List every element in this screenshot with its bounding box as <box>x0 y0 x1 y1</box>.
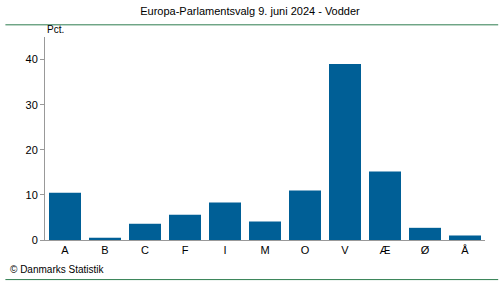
svg-text:M: M <box>260 244 269 256</box>
svg-text:Europa-Parlamentsvalg 9. juni: Europa-Parlamentsvalg 9. juni 2024 - Vod… <box>140 5 360 17</box>
svg-text:Æ: Æ <box>380 244 391 256</box>
svg-text:30: 30 <box>26 99 38 111</box>
svg-text:20: 20 <box>26 144 38 156</box>
svg-text:Ø: Ø <box>421 244 430 256</box>
svg-text:O: O <box>301 244 310 256</box>
svg-text:F: F <box>182 244 189 256</box>
svg-text:10: 10 <box>26 189 38 201</box>
svg-text:40: 40 <box>26 53 38 65</box>
svg-text:C: C <box>141 244 149 256</box>
svg-text:Pct.: Pct. <box>47 24 64 35</box>
svg-text:0: 0 <box>32 234 38 246</box>
svg-text:© Danmarks Statistik: © Danmarks Statistik <box>10 264 105 275</box>
svg-text:A: A <box>61 244 69 256</box>
svg-text:B: B <box>101 244 108 256</box>
svg-text:I: I <box>223 244 226 256</box>
svg-text:V: V <box>341 244 349 256</box>
svg-text:Å: Å <box>461 244 469 256</box>
